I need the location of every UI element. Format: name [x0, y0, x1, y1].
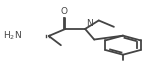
Text: H$_2$N: H$_2$N	[3, 30, 22, 42]
Text: O: O	[60, 7, 67, 16]
Text: N: N	[86, 19, 93, 28]
